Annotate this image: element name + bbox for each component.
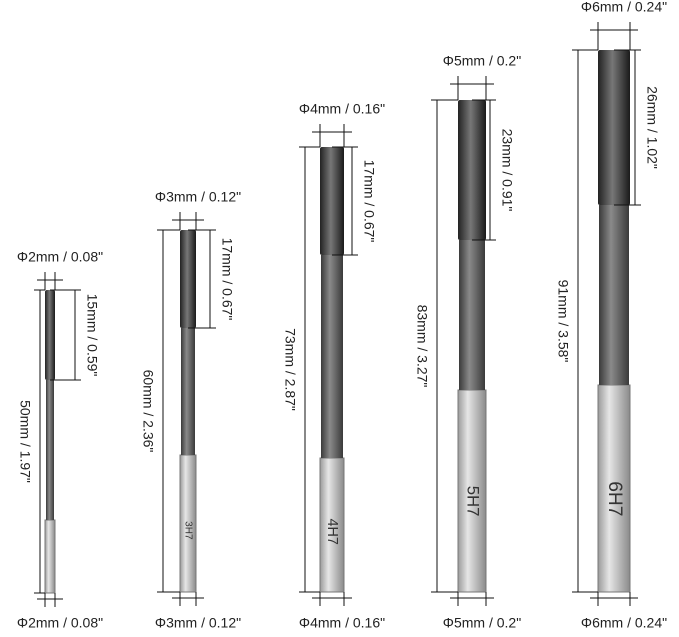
reamer-neck	[321, 255, 343, 458]
reamer-shank	[457, 389, 487, 593]
reamer-shank	[319, 457, 345, 593]
flute-length-label: 15mm / 0.59"	[84, 294, 100, 377]
flute-length-label: 23mm / 0.91"	[499, 129, 515, 212]
reamer-flute	[320, 147, 344, 255]
flute-length-label: 26mm / 1.02"	[644, 86, 660, 169]
reamer-flute	[45, 290, 55, 380]
top-diameter-label: Φ6mm / 0.24"	[581, 0, 667, 15]
top-diameter-label: Φ3mm / 0.12"	[155, 189, 241, 205]
bottom-diameter-label: Φ3mm / 0.12"	[155, 615, 241, 631]
top-diameter-label: Φ2mm / 0.08"	[17, 249, 103, 265]
flute-length-label: 17mm / 0.67"	[219, 238, 235, 321]
reamer: Φ3mm / 0.12" Φ3mm / 0.12" 17mm / 0.67" 60mm…	[140, 189, 241, 631]
reamer-flute	[598, 50, 630, 205]
reamer: Φ6mm / 0.24" Φ6mm / 0.24" 26mm / 1.02" 91mm…	[555, 0, 667, 631]
reamer: Φ4mm / 0.16" Φ4mm / 0.16" 17mm / 0.67" 73mm…	[282, 101, 385, 631]
reamer-flute	[180, 230, 196, 328]
top-diameter-label: Φ5mm / 0.2"	[443, 53, 521, 69]
reamer-neck	[459, 240, 485, 390]
total-length-label: 83mm / 3.27"	[414, 305, 430, 388]
reamer-neck	[46, 380, 54, 520]
top-diameter-label: Φ4mm / 0.16"	[299, 101, 385, 117]
total-length-label: 60mm / 2.36"	[140, 370, 156, 453]
reamer-flute	[458, 100, 486, 240]
total-length-label: 73mm / 2.87"	[282, 328, 298, 411]
total-length-label: 50mm / 1.97"	[17, 400, 33, 483]
total-length-label: 91mm / 3.58"	[555, 280, 571, 363]
flute-length-label: 17mm / 0.67"	[361, 160, 377, 243]
shank-marking: 6H7	[604, 481, 625, 516]
reamer: Φ5mm / 0.2" Φ5mm / 0.2" 23mm / 0.91" 83mm /…	[414, 53, 521, 631]
reamer: Φ2mm / 0.08" Φ2mm / 0.08" 15mm / 0.59" 50mm…	[17, 249, 103, 631]
reamer-neck	[181, 328, 195, 455]
reamer-shank	[44, 519, 56, 594]
bottom-diameter-label: Φ5mm / 0.2"	[443, 615, 521, 631]
reamer-shank	[597, 384, 631, 593]
shank-marking: 5H7	[464, 486, 483, 517]
bottom-diameter-label: Φ6mm / 0.24"	[581, 615, 667, 631]
reamer-neck	[599, 205, 629, 385]
bottom-diameter-label: Φ4mm / 0.16"	[299, 615, 385, 631]
shank-marking: 4H7	[324, 518, 340, 544]
shank-marking: 3H7	[182, 521, 193, 540]
bottom-diameter-label: Φ2mm / 0.08"	[17, 615, 103, 631]
